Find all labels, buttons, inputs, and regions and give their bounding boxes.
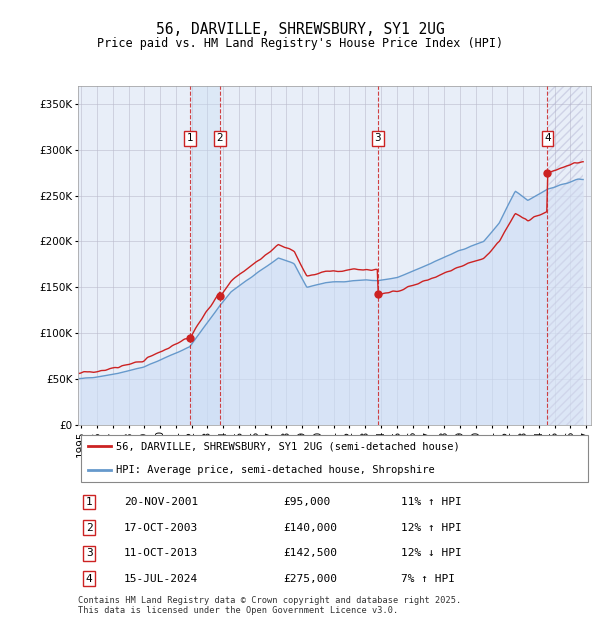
Text: 2: 2 [86,523,92,533]
Text: 4: 4 [544,133,551,143]
Text: Price paid vs. HM Land Registry's House Price Index (HPI): Price paid vs. HM Land Registry's House … [97,37,503,50]
Text: £275,000: £275,000 [283,574,337,584]
FancyBboxPatch shape [80,435,589,482]
Text: £142,500: £142,500 [283,548,337,558]
Text: 12% ↑ HPI: 12% ↑ HPI [401,523,462,533]
Text: 56, DARVILLE, SHREWSBURY, SY1 2UG: 56, DARVILLE, SHREWSBURY, SY1 2UG [155,22,445,37]
Text: £140,000: £140,000 [283,523,337,533]
Text: 11% ↑ HPI: 11% ↑ HPI [401,497,462,507]
Text: 3: 3 [374,133,381,143]
Text: HPI: Average price, semi-detached house, Shropshire: HPI: Average price, semi-detached house,… [116,465,435,475]
Text: 15-JUL-2024: 15-JUL-2024 [124,574,199,584]
Text: 17-OCT-2003: 17-OCT-2003 [124,523,199,533]
Text: £95,000: £95,000 [283,497,331,507]
Text: 11-OCT-2013: 11-OCT-2013 [124,548,199,558]
Text: 1: 1 [187,133,193,143]
Text: 12% ↓ HPI: 12% ↓ HPI [401,548,462,558]
Text: 20-NOV-2001: 20-NOV-2001 [124,497,199,507]
Text: Contains HM Land Registry data © Crown copyright and database right 2025.
This d: Contains HM Land Registry data © Crown c… [78,596,461,615]
Text: 1: 1 [86,497,92,507]
Text: 56, DARVILLE, SHREWSBURY, SY1 2UG (semi-detached house): 56, DARVILLE, SHREWSBURY, SY1 2UG (semi-… [116,441,460,451]
Text: 2: 2 [217,133,223,143]
Text: 7% ↑ HPI: 7% ↑ HPI [401,574,455,584]
Text: 3: 3 [86,548,92,558]
Text: 4: 4 [86,574,92,584]
